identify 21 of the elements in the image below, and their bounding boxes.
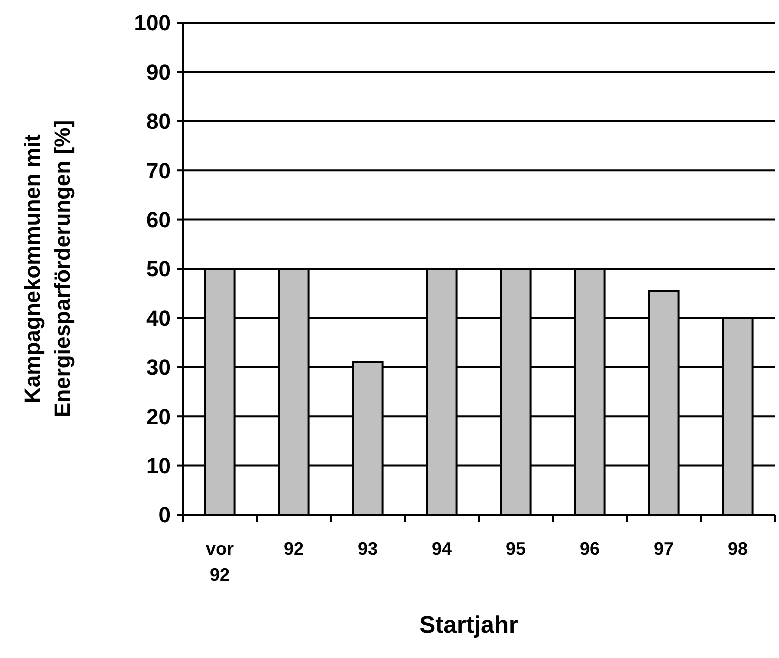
y-tick-label: 80: [146, 109, 171, 134]
y-tick-label: 90: [146, 60, 171, 85]
x-tick-label: 93: [358, 539, 378, 559]
x-tick-label: 96: [580, 539, 600, 559]
x-tick-label: vor 92: [206, 539, 234, 585]
x-tick-label: 98: [728, 539, 748, 559]
y-tick-label: 20: [146, 404, 171, 430]
y-tick-label: 60: [146, 208, 171, 232]
x-tick-label: 94: [432, 539, 452, 559]
x-tick-label: 92: [284, 539, 304, 559]
x-axis-title: Startjahr: [420, 612, 518, 639]
y-tick-label: 70: [146, 158, 171, 184]
y-tick-label: 30: [146, 355, 171, 380]
x-tick-label: 95: [506, 539, 526, 559]
x-tick-label: 97: [654, 539, 674, 559]
y-axis-title: Kampagnekommunen mit Energiesparförderungen [%]: [20, 120, 75, 418]
y-tick-label: 40: [146, 306, 171, 331]
y-tick-label: 10: [146, 454, 171, 478]
y-tick-label: 100: [134, 10, 171, 36]
y-tick-label: 0: [158, 502, 171, 528]
y-tick-label: 50: [146, 256, 171, 282]
